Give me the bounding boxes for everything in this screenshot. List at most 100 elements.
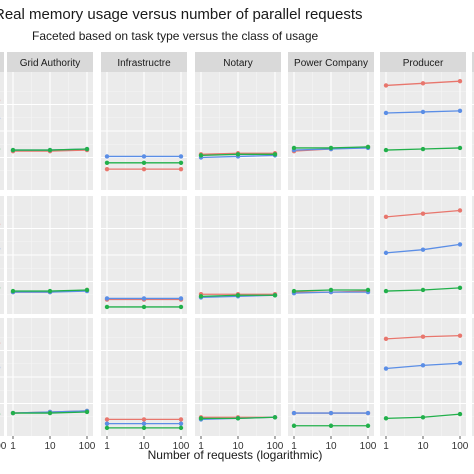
x-tick-label: 1	[383, 441, 389, 452]
x-tick-label: 1	[10, 441, 16, 452]
data-point	[365, 287, 371, 293]
data-point	[84, 409, 90, 415]
data-point	[47, 147, 53, 153]
facet-strip-label: Power Company	[294, 58, 368, 69]
data-point	[383, 83, 389, 88]
x-tick-label: 10	[138, 441, 150, 452]
data-point	[104, 166, 110, 172]
data-point	[420, 247, 426, 252]
data-point	[291, 410, 297, 416]
data-point	[141, 160, 147, 165]
data-point	[420, 363, 426, 368]
x-tick-label: 100	[360, 441, 377, 452]
data-point	[10, 288, 16, 294]
data-point	[365, 410, 371, 416]
data-point	[141, 296, 147, 301]
data-point	[198, 153, 204, 158]
data-point	[198, 294, 204, 299]
facet-strip-label: Infrastructre	[117, 58, 171, 69]
data-point	[141, 154, 147, 159]
data-point	[457, 242, 463, 247]
data-point	[47, 288, 53, 294]
data-point	[104, 417, 110, 422]
data-point	[104, 154, 110, 159]
data-point	[47, 410, 53, 416]
chart-title: Real memory usage versus number of paral…	[0, 6, 363, 23]
data-point	[178, 425, 184, 431]
data-point	[383, 416, 389, 421]
data-point	[420, 81, 426, 86]
data-point	[420, 334, 426, 339]
data-point	[141, 166, 147, 172]
data-point	[141, 304, 147, 310]
data-point	[383, 288, 389, 294]
data-point	[178, 417, 184, 422]
data-point	[104, 421, 110, 426]
data-point	[383, 147, 389, 153]
data-point	[457, 208, 463, 213]
x-tick-label: 10	[232, 441, 244, 452]
data-point	[457, 361, 463, 366]
data-point	[178, 160, 184, 165]
data-point	[420, 415, 426, 420]
data-point	[10, 147, 16, 153]
data-point	[178, 304, 184, 310]
facet-strip-label: Grid Authority	[20, 58, 81, 69]
x-tick-label: 100	[452, 441, 469, 452]
data-point	[84, 146, 90, 152]
data-point	[104, 160, 110, 165]
data-point	[457, 145, 463, 151]
data-point	[272, 152, 278, 157]
data-point	[178, 166, 184, 172]
facet-strip	[380, 52, 466, 72]
data-point	[420, 211, 426, 216]
facet-panels: Grid Authority Infrastructre Notary Power C…	[0, 52, 474, 452]
x-tick-label: 1	[104, 441, 110, 452]
x-tick-label: 100	[79, 441, 96, 452]
data-point	[178, 421, 184, 426]
x-tick-label: 100	[0, 441, 7, 452]
data-point	[420, 109, 426, 115]
facet-strip-label: Notary	[223, 58, 252, 69]
data-point	[457, 411, 463, 417]
data-point	[420, 146, 426, 152]
data-point	[420, 287, 426, 293]
data-point	[104, 296, 110, 301]
x-tick-label: 100	[173, 441, 190, 452]
facet-strip	[0, 52, 4, 72]
data-point	[457, 333, 463, 338]
data-point	[104, 425, 110, 431]
data-point	[328, 423, 334, 428]
data-point	[141, 425, 147, 431]
data-point	[198, 416, 204, 421]
data-point	[291, 145, 297, 151]
data-point	[291, 288, 297, 294]
data-point	[457, 285, 463, 291]
data-point	[383, 110, 389, 116]
data-point	[457, 78, 463, 84]
data-point	[84, 287, 90, 293]
data-point	[178, 154, 184, 159]
data-point	[235, 152, 241, 157]
x-tick-label: 10	[417, 441, 429, 452]
data-point	[328, 410, 334, 416]
data-point	[328, 145, 334, 151]
data-point	[235, 293, 241, 298]
data-point	[141, 417, 147, 422]
x-tick-label: 10	[325, 441, 337, 452]
chart-subtitle: Faceted based on task type versus the cl…	[32, 29, 318, 43]
data-point	[365, 144, 371, 150]
data-point	[272, 293, 278, 298]
facet-strip	[288, 52, 374, 72]
facet-strip	[472, 52, 474, 72]
data-point	[10, 410, 16, 416]
facet-strip-label: Producer	[403, 58, 444, 69]
x-tick-label: 100	[267, 441, 284, 452]
data-point	[383, 250, 389, 256]
data-point	[383, 214, 389, 220]
data-point	[178, 296, 184, 301]
data-point	[328, 287, 334, 293]
data-point	[272, 415, 278, 420]
data-point	[383, 366, 389, 371]
